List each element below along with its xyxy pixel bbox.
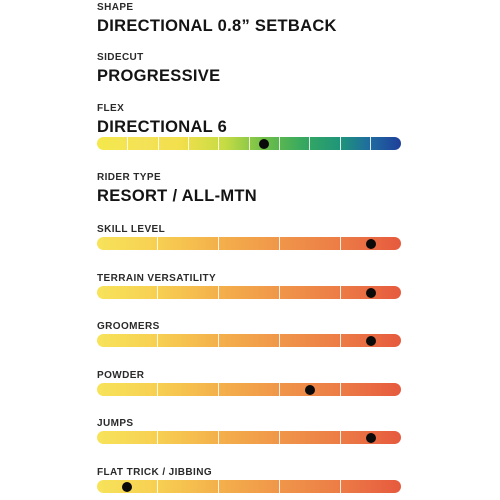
skill-level-meter [97,237,401,250]
jumps-label: JUMPS [97,418,134,429]
shape-value: DIRECTIONAL 0.8” SETBACK [97,17,337,35]
terrain-versatility-label: TERRAIN VERSATILITY [97,273,217,284]
rider-type-spec: RIDER TYPE RESORT / ALL-MTN [97,172,257,206]
flat-trick-jibbing-label: FLAT TRICK / JIBBING [97,467,213,478]
flex-marker [259,138,270,149]
flat-trick-jibbing-marker [122,481,133,492]
powder-marker [304,384,315,395]
powder-meter [97,383,401,396]
flex-label: FLEX [97,103,125,114]
terrain-versatility-meter [97,286,401,299]
powder-label: POWDER [97,370,145,381]
flex-value: DIRECTIONAL 6 [97,118,228,136]
rider-type-label: RIDER TYPE [97,172,162,183]
terrain-versatility-marker [365,287,376,298]
skill-level-marker [365,238,376,249]
rider-type-value: RESORT / ALL-MTN [97,187,258,205]
groomers-meter [97,334,401,347]
skill-level-label: SKILL LEVEL [97,224,166,235]
shape-label: SHAPE [97,2,134,13]
flex-spec: FLEX DIRECTIONAL 6 [97,103,227,137]
sidecut-value: PROGRESSIVE [97,67,221,85]
shape-spec: SHAPE DIRECTIONAL 0.8” SETBACK [97,2,337,36]
jumps-marker [365,432,376,443]
sidecut-spec: SIDECUT PROGRESSIVE [97,52,220,86]
sidecut-label: SIDECUT [97,52,144,63]
flat-trick-jibbing-meter [97,480,401,493]
groomers-label: GROOMERS [97,321,160,332]
flex-meter [97,137,401,150]
jumps-meter [97,431,401,444]
groomers-marker [365,335,376,346]
